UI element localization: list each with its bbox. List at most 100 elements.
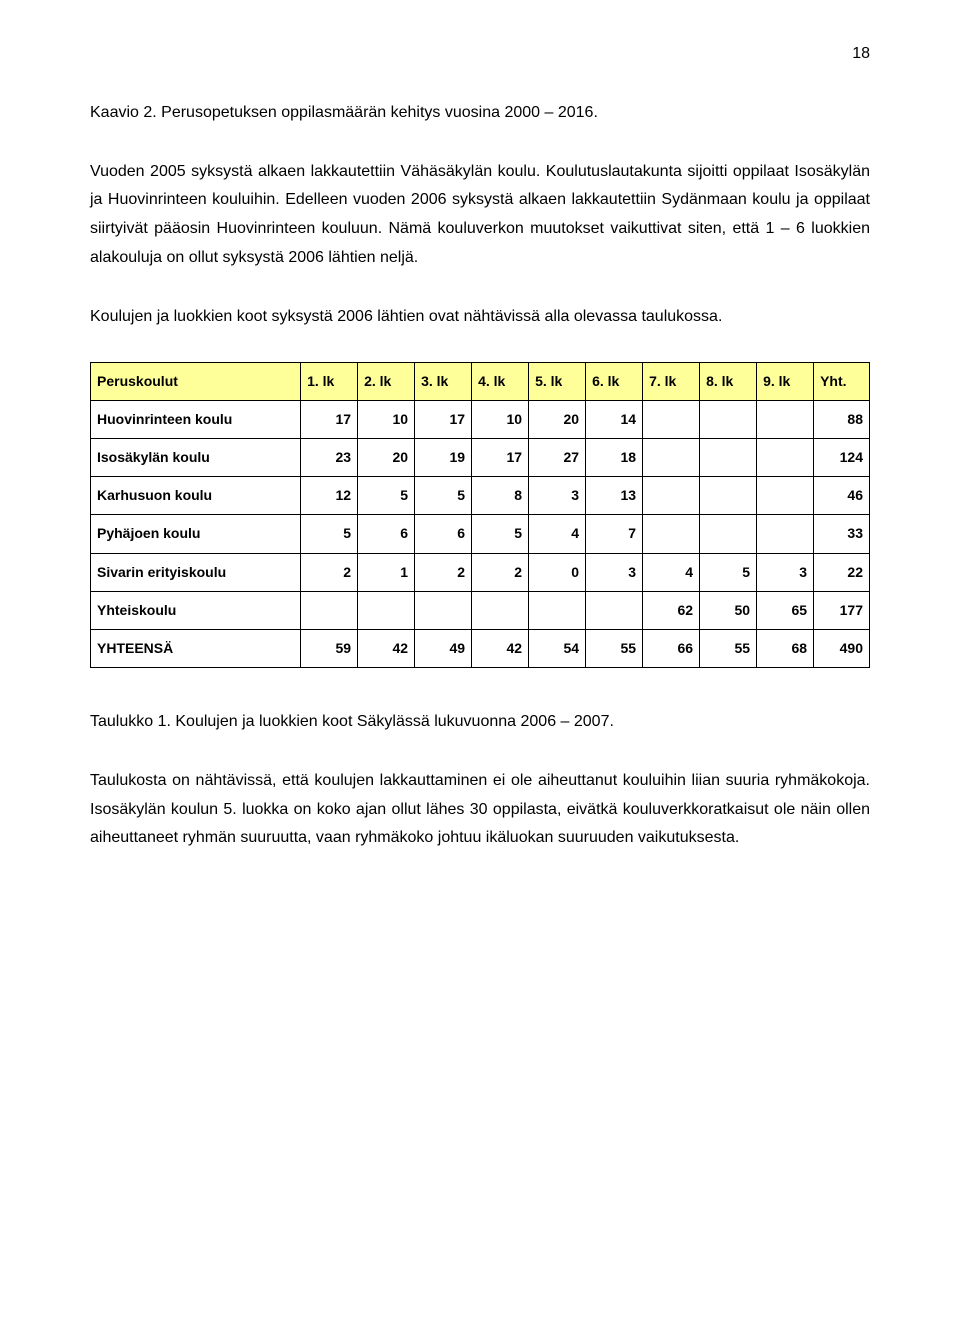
cell: 66	[643, 629, 700, 667]
cell: 490	[814, 629, 870, 667]
cell: 4	[643, 553, 700, 591]
cell: 2	[415, 553, 472, 591]
cell: 124	[814, 438, 870, 476]
chart-caption: Kaavio 2. Perusopetuksen oppilasmäärän k…	[90, 99, 870, 128]
cell: 68	[757, 629, 814, 667]
col-header: 9. lk	[757, 362, 814, 400]
col-header: 4. lk	[472, 362, 529, 400]
cell: 22	[814, 553, 870, 591]
cell: 88	[814, 400, 870, 438]
cell: 65	[757, 591, 814, 629]
cell	[757, 477, 814, 515]
cell: 20	[529, 400, 586, 438]
cell: 49	[415, 629, 472, 667]
cell: 8	[472, 477, 529, 515]
cell: 59	[301, 629, 358, 667]
cell: 3	[586, 553, 643, 591]
table-row: Huovinrinteen koulu17101710201488	[91, 400, 870, 438]
row-label: YHTEENSÄ	[91, 629, 301, 667]
cell: 14	[586, 400, 643, 438]
cell: 10	[472, 400, 529, 438]
col-header: Yht.	[814, 362, 870, 400]
col-header: 8. lk	[700, 362, 757, 400]
paragraph-3: Taulukosta on nähtävissä, että koulujen …	[90, 767, 870, 853]
cell: 12	[301, 477, 358, 515]
cell: 3	[757, 553, 814, 591]
cell: 5	[415, 477, 472, 515]
cell	[529, 591, 586, 629]
cell: 5	[358, 477, 415, 515]
cell: 6	[415, 515, 472, 553]
cell: 13	[586, 477, 643, 515]
cell: 17	[472, 438, 529, 476]
cell: 5	[700, 553, 757, 591]
cell: 42	[358, 629, 415, 667]
cell: 46	[814, 477, 870, 515]
table-row: Pyhäjoen koulu56654733	[91, 515, 870, 553]
cell: 50	[700, 591, 757, 629]
table-header-row: Peruskoulut 1. lk 2. lk 3. lk 4. lk 5. l…	[91, 362, 870, 400]
table-row: YHTEENSÄ594249425455665568490	[91, 629, 870, 667]
row-label: Pyhäjoen koulu	[91, 515, 301, 553]
cell: 19	[415, 438, 472, 476]
col-header: 6. lk	[586, 362, 643, 400]
cell	[358, 591, 415, 629]
cell: 5	[472, 515, 529, 553]
cell: 2	[301, 553, 358, 591]
cell	[643, 400, 700, 438]
row-label: Huovinrinteen koulu	[91, 400, 301, 438]
paragraph-2: Koulujen ja luokkien koot syksystä 2006 …	[90, 303, 870, 332]
row-label: Isosäkylän koulu	[91, 438, 301, 476]
cell: 17	[301, 400, 358, 438]
cell	[757, 400, 814, 438]
cell	[415, 591, 472, 629]
cell: 27	[529, 438, 586, 476]
cell	[700, 515, 757, 553]
cell: 7	[586, 515, 643, 553]
cell: 54	[529, 629, 586, 667]
row-label: Yhteiskoulu	[91, 591, 301, 629]
table-row: Yhteiskoulu625065177	[91, 591, 870, 629]
cell: 18	[586, 438, 643, 476]
class-size-table: Peruskoulut 1. lk 2. lk 3. lk 4. lk 5. l…	[90, 362, 870, 669]
cell: 62	[643, 591, 700, 629]
cell: 55	[586, 629, 643, 667]
cell: 55	[700, 629, 757, 667]
col-header: 2. lk	[358, 362, 415, 400]
cell: 42	[472, 629, 529, 667]
col-header: 5. lk	[529, 362, 586, 400]
cell: 6	[358, 515, 415, 553]
cell	[757, 438, 814, 476]
cell	[700, 400, 757, 438]
table-caption: Taulukko 1. Koulujen ja luokkien koot Sä…	[90, 708, 870, 737]
paragraph-1: Vuoden 2005 syksystä alkaen lakkautettii…	[90, 158, 870, 273]
cell: 0	[529, 553, 586, 591]
cell	[301, 591, 358, 629]
cell	[643, 477, 700, 515]
table-row: Isosäkylän koulu232019172718124	[91, 438, 870, 476]
cell	[472, 591, 529, 629]
cell: 1	[358, 553, 415, 591]
cell: 5	[301, 515, 358, 553]
table-row: Sivarin erityiskoulu21220345322	[91, 553, 870, 591]
cell: 3	[529, 477, 586, 515]
cell	[586, 591, 643, 629]
col-header: 7. lk	[643, 362, 700, 400]
cell: 17	[415, 400, 472, 438]
row-label: Sivarin erityiskoulu	[91, 553, 301, 591]
cell: 23	[301, 438, 358, 476]
cell: 4	[529, 515, 586, 553]
cell: 10	[358, 400, 415, 438]
col-header: 1. lk	[301, 362, 358, 400]
cell	[757, 515, 814, 553]
cell: 2	[472, 553, 529, 591]
cell	[700, 477, 757, 515]
row-label: Karhusuon koulu	[91, 477, 301, 515]
cell: 33	[814, 515, 870, 553]
col-header: 3. lk	[415, 362, 472, 400]
table-row: Karhusuon koulu1255831346	[91, 477, 870, 515]
page-number: 18	[90, 40, 870, 69]
cell	[643, 438, 700, 476]
cell	[700, 438, 757, 476]
cell	[643, 515, 700, 553]
